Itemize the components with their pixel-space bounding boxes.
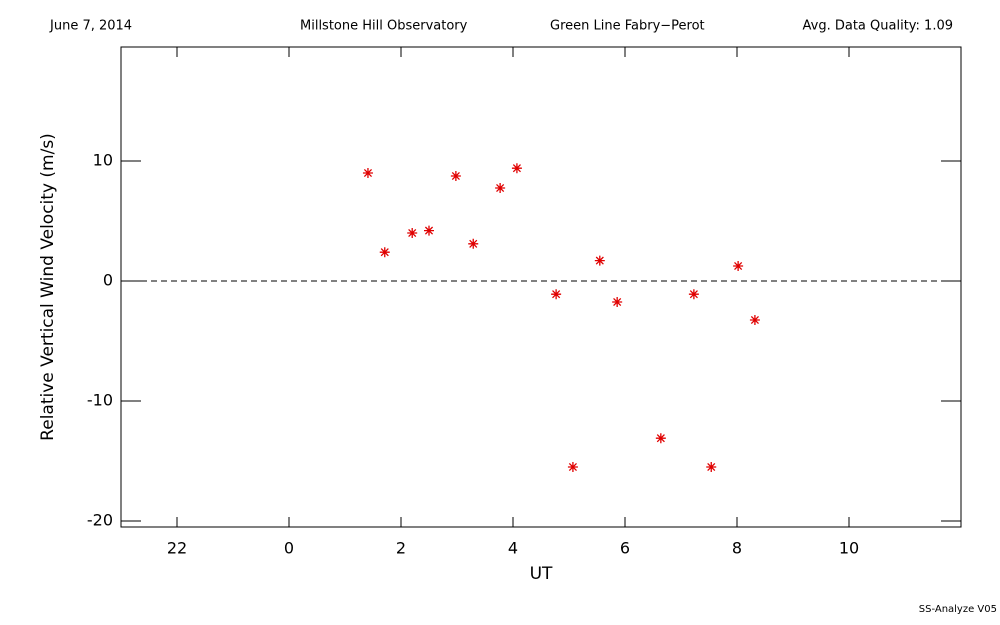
data-quality: Avg. Data Quality: 1.09: [803, 19, 953, 34]
data-point: [749, 315, 760, 325]
x-tick-label: 10: [839, 539, 859, 558]
plot-frame: [120, 46, 962, 528]
data-point: [733, 261, 744, 271]
data-point: [655, 433, 666, 444]
data-point: [551, 289, 562, 300]
data-point: [424, 225, 434, 236]
data-point: [567, 462, 578, 472]
y-tick-label: 10: [93, 151, 113, 170]
observatory: Millstone Hill Observatory: [300, 19, 468, 34]
data-point: [407, 228, 418, 238]
data-point: [612, 297, 623, 307]
y-tick-label: -20: [87, 511, 113, 530]
data-point: [362, 168, 373, 178]
data-point: [495, 183, 506, 193]
x-tick-label: 4: [508, 539, 518, 558]
y-tick-label: -10: [87, 391, 113, 410]
footer: SS-Analyze V05: [919, 604, 997, 615]
x-axis-label: UT: [530, 564, 553, 584]
data-point: [594, 255, 605, 266]
y-axis-label: Relative Vertical Wind Velocity (m/s): [38, 133, 58, 441]
data-point: [450, 171, 461, 181]
x-tick-label: 6: [620, 539, 630, 558]
x-tick-label: 8: [732, 539, 742, 558]
data-point: [379, 247, 390, 258]
instrument: Green Line Fabry−Perot: [550, 19, 705, 34]
y-tick-label: 0: [103, 271, 113, 290]
x-tick-label: 2: [396, 539, 406, 558]
date: June 7, 2014: [49, 19, 132, 34]
data-point: [511, 163, 522, 174]
x-tick-label: 0: [284, 539, 294, 558]
data-point: [706, 462, 717, 472]
data-point: [468, 238, 479, 249]
x-tick-label: 22: [167, 539, 187, 558]
data-point: [688, 289, 699, 300]
